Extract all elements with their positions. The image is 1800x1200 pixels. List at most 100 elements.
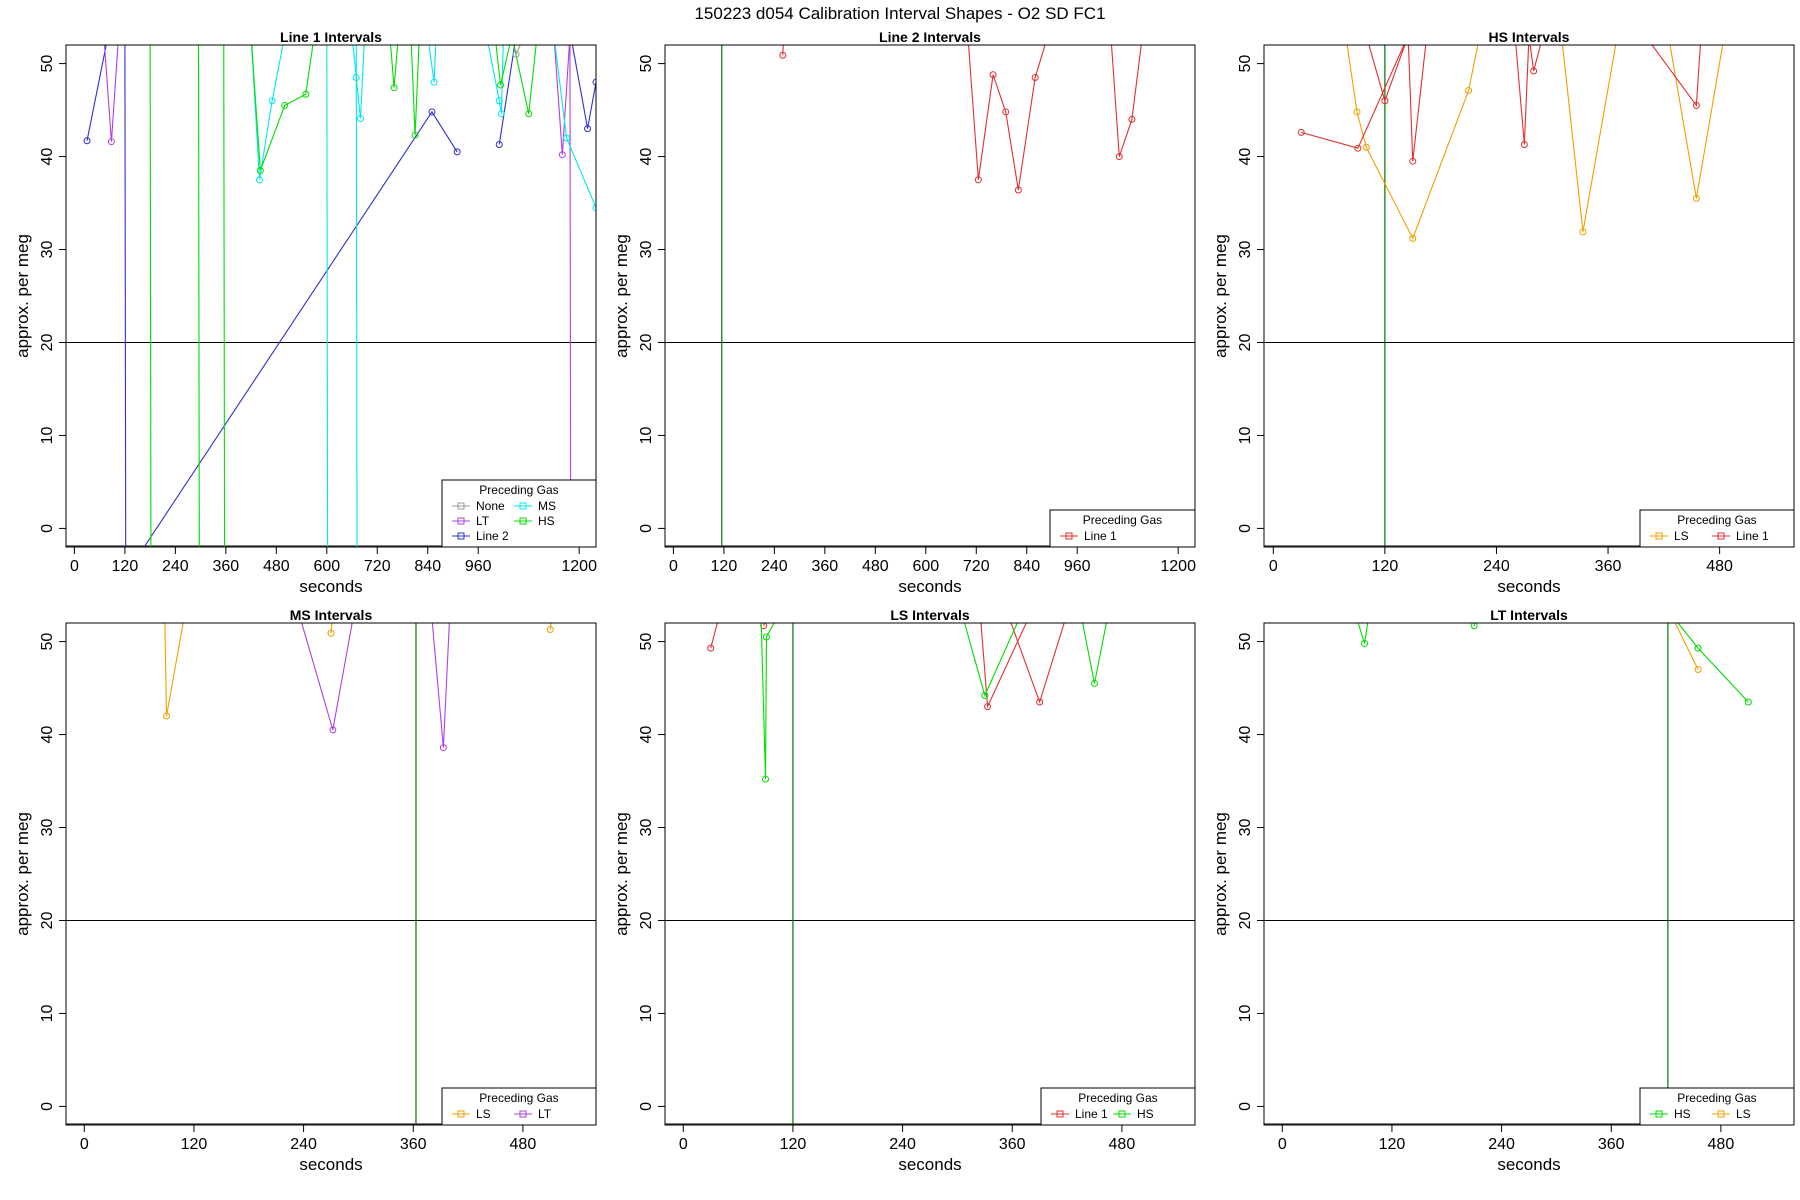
x-tick-label: 960	[465, 558, 492, 575]
legend: Preceding Gas LS Line 1	[1639, 509, 1795, 548]
data-point	[1115, 153, 1123, 161]
data-point	[453, 148, 461, 156]
data-point	[329, 726, 337, 734]
x-tick-label: 120	[181, 1136, 208, 1153]
data-point	[495, 140, 503, 148]
plot-area	[66, 45, 596, 547]
series-line	[1368, 45, 1406, 103]
y-tick-label: 10	[1237, 1004, 1254, 1022]
data-point	[779, 51, 787, 59]
legend-swatch-marker	[457, 502, 465, 510]
y-axis-label: approx. per meg	[612, 812, 631, 936]
series-line	[1651, 45, 1701, 107]
series-line	[1677, 623, 1749, 703]
y-tick-label: 10	[39, 426, 56, 444]
data-point	[107, 138, 115, 146]
legend-title: Preceding Gas	[1083, 513, 1162, 527]
y-tick-label: 0	[39, 1102, 56, 1111]
data-point	[302, 90, 310, 98]
series-line	[149, 45, 152, 547]
data-point	[390, 84, 398, 92]
data-point	[1470, 623, 1478, 630]
legend-swatch-marker	[519, 502, 527, 510]
series-line	[554, 45, 572, 547]
y-tick-label: 10	[1237, 426, 1254, 444]
legend-swatch-marker	[1056, 1110, 1064, 1118]
series-line	[251, 45, 314, 171]
data-point	[1354, 144, 1362, 152]
y-tick-label: 0	[1237, 524, 1254, 533]
x-tick-label: 1200	[561, 558, 597, 575]
legend-entry: HS	[1137, 1107, 1154, 1121]
series-line	[164, 623, 184, 717]
data-point	[592, 204, 596, 212]
data-point	[1297, 128, 1305, 136]
x-tick-label: 240	[889, 1136, 916, 1153]
data-point	[584, 125, 592, 133]
y-tick-label: 20	[39, 911, 56, 929]
y-tick-label: 20	[1237, 333, 1254, 351]
x-tick-label: 480	[862, 558, 889, 575]
data-point	[1409, 157, 1417, 165]
data-point	[984, 703, 992, 711]
plot-area	[665, 45, 1195, 547]
plot-frame	[65, 44, 597, 548]
data-point	[163, 712, 171, 720]
x-tick-label: 0	[70, 558, 79, 575]
series-line	[223, 45, 226, 547]
x-tick-label: 0	[80, 1136, 89, 1153]
data-point	[268, 97, 276, 105]
x-tick-label: 120	[1379, 1136, 1406, 1153]
series-line	[980, 623, 1027, 709]
x-tick-label: 840	[1013, 558, 1040, 575]
x-tick-label: 120	[711, 558, 738, 575]
series-line	[1301, 45, 1427, 162]
x-tick-label: 0	[1269, 558, 1278, 575]
y-tick-label: 10	[638, 426, 655, 444]
data-point	[439, 744, 447, 752]
x-tick-label: 120	[1372, 558, 1399, 575]
x-tick-label: 480	[1708, 1136, 1735, 1153]
y-tick-label: 20	[638, 911, 655, 929]
chart-panel-4: MS Intervals 0 120 240 360 480 0 10 20 30 40 50 seco…	[13, 607, 597, 1174]
x-axis-label: seconds	[1497, 1155, 1560, 1174]
series-line	[1010, 623, 1065, 704]
data-point	[1361, 639, 1369, 647]
legend-box	[1040, 1087, 1196, 1126]
chart-title: LT Intervals	[1490, 607, 1568, 623]
chart-panel-5: LS Intervals 0 120 240 360 480 0 10 20 30 40 50 seco…	[612, 607, 1196, 1174]
series-line	[352, 45, 365, 119]
data-point	[762, 633, 770, 641]
series-line	[1674, 623, 1699, 670]
data-point	[1002, 108, 1010, 116]
data-point	[495, 97, 503, 105]
data-point	[512, 50, 520, 58]
y-tick-label: 40	[1237, 148, 1254, 166]
legend-entry: HS	[538, 514, 555, 528]
x-tick-label: 600	[313, 558, 340, 575]
chart-panel-6: LT Intervals 0 120 240 360 480 0 10 20 30 40 50 seco…	[1211, 607, 1795, 1174]
y-tick-label: 50	[638, 55, 655, 73]
chart-panel-1: Line 1 Intervals 0 120 240 360 480 600 720 840 96…	[13, 29, 597, 596]
series-line	[710, 623, 718, 649]
x-tick-label: 600	[912, 558, 939, 575]
series-line	[1346, 45, 1479, 240]
legend-swatch-marker	[1655, 1110, 1663, 1118]
plot-area	[66, 623, 596, 1125]
plot-frame	[1263, 622, 1795, 1126]
data-point	[525, 110, 533, 118]
plot-frame	[1263, 44, 1795, 548]
y-tick-label: 50	[1237, 55, 1254, 73]
plot-area	[1264, 623, 1794, 1125]
chart-title: Line 2 Intervals	[879, 29, 981, 45]
x-tick-label: 480	[1109, 1136, 1136, 1153]
y-tick-label: 50	[39, 55, 56, 73]
data-point	[255, 176, 263, 184]
x-tick-label: 1200	[1160, 558, 1196, 575]
y-tick-label: 40	[39, 726, 56, 744]
series-line	[1669, 45, 1724, 199]
data-point	[707, 644, 715, 652]
y-axis-label: approx. per meg	[1211, 234, 1230, 358]
